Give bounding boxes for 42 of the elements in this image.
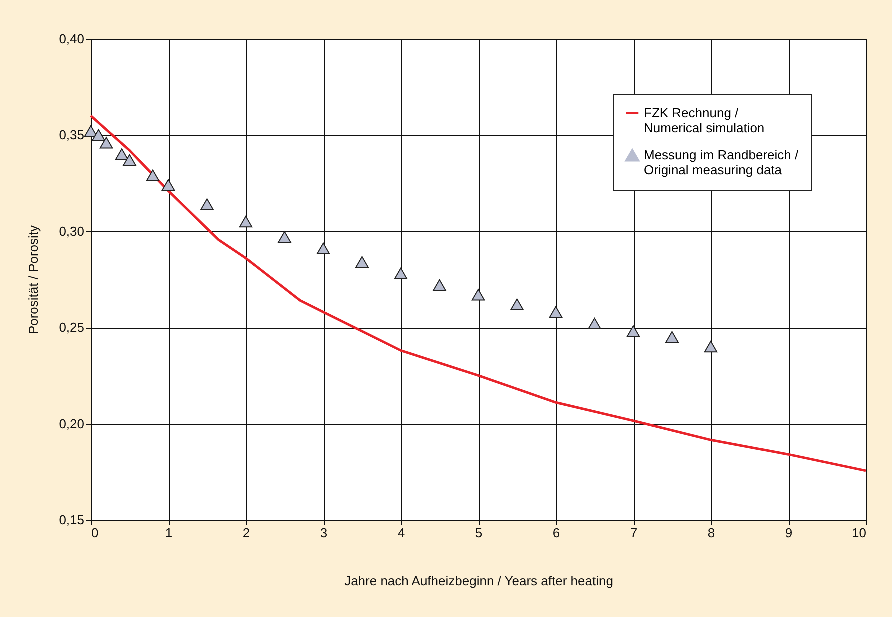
point <box>356 256 369 268</box>
point <box>100 137 114 149</box>
y-tick-label: 0,35 <box>59 128 84 143</box>
x-tick-label: 9 <box>785 526 793 540</box>
x-tick-label: 7 <box>630 526 638 540</box>
x-tick-label: 1 <box>165 526 173 540</box>
x-axis-title: Jahre nach Aufheizbeginn / Years after heating <box>344 574 614 588</box>
point <box>510 298 524 310</box>
point <box>278 231 292 243</box>
y-tick-label: 0,25 <box>59 320 84 336</box>
point <box>433 279 446 292</box>
x-tick-label: 2 <box>242 526 250 540</box>
legend-label: Messung im Randbereich / Original measuring data <box>644 148 800 178</box>
x-tick-label: 10 <box>852 526 866 540</box>
point <box>239 216 253 228</box>
y-tick-label: 0,20 <box>59 416 84 432</box>
point <box>316 242 330 255</box>
point <box>146 170 160 182</box>
x-tick-label: 6 <box>552 526 560 540</box>
point <box>200 198 214 210</box>
point <box>115 148 129 160</box>
point <box>626 326 640 338</box>
y-axis-title: Porosität / Porosity <box>26 224 42 335</box>
point <box>162 179 176 192</box>
y-tick-label: 0,30 <box>59 224 84 239</box>
point <box>92 129 106 142</box>
point <box>472 289 486 301</box>
x-tick-label: 3 <box>320 526 328 540</box>
y-tick-label: 0,15 <box>59 512 84 528</box>
point <box>394 268 408 280</box>
x-tick-label: 4 <box>398 526 406 540</box>
point <box>704 341 718 353</box>
point <box>84 126 98 138</box>
point <box>549 306 563 318</box>
legend-label: FZK Rechnung / Numerical simulation <box>644 106 765 136</box>
point <box>666 331 679 344</box>
y-tick-label: 0,40 <box>59 32 84 46</box>
x-tick-label: 0 <box>92 526 99 540</box>
point <box>588 318 602 330</box>
point <box>123 154 136 166</box>
x-tick-label: 5 <box>475 526 483 540</box>
x-tick-label: 8 <box>708 526 716 540</box>
